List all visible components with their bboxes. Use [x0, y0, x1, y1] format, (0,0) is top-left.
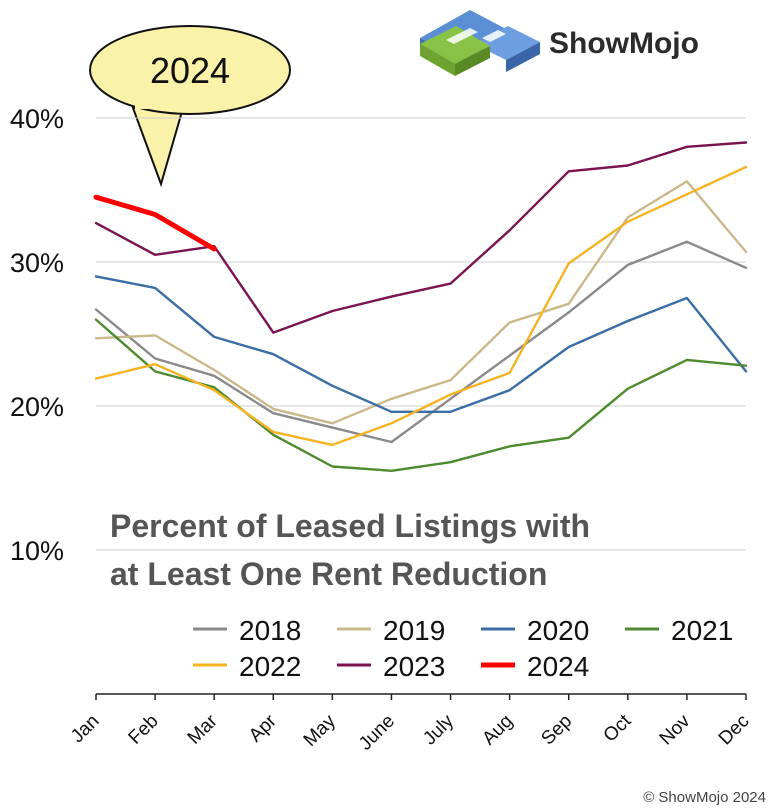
series-line-2024: [93, 194, 217, 252]
chart-title-line-2: at Least One Rent Reduction: [110, 556, 547, 592]
x-tick-label-feb: Feb: [125, 711, 163, 749]
x-tick-label-dec: Dec: [715, 711, 754, 750]
legend-label-2024: 2024: [527, 651, 589, 682]
legend-label-2018: 2018: [239, 615, 301, 646]
y-tick-label: 30%: [10, 248, 64, 278]
x-tick-label-mar: Mar: [184, 710, 222, 748]
callout-label: 2024: [150, 50, 230, 91]
y-tick-label: 20%: [10, 392, 64, 422]
y-tick-label: 40%: [10, 104, 64, 134]
callout-bubble: [89, 25, 291, 188]
series-line-2019: [94, 180, 748, 425]
y-tick-label: 10%: [10, 536, 64, 566]
legend-label-2023: 2023: [383, 651, 445, 682]
x-tick-label-may: May: [300, 710, 341, 751]
x-tick-label-june: June: [355, 711, 399, 755]
x-tick-label-july: July: [419, 710, 458, 749]
copyright-text: © ShowMojo 2024: [643, 789, 766, 806]
series-line-2023: [94, 141, 748, 334]
x-tick-label-aug: Aug: [478, 711, 517, 750]
legend-label-2022: 2022: [239, 651, 301, 682]
showmojo-logo-icon: [420, 10, 540, 76]
legend-label-2020: 2020: [527, 615, 589, 646]
series-line-2021: [94, 318, 748, 472]
legend-label-2019: 2019: [383, 615, 445, 646]
series-line-2018: [94, 240, 748, 444]
x-tick-label-apr: Apr: [245, 710, 281, 746]
x-tick-label-sep: Sep: [538, 711, 577, 750]
series-line-2020: [94, 275, 748, 413]
series-line-2022: [94, 165, 748, 447]
x-tick-label-jan: Jan: [67, 711, 104, 748]
x-tick-label-nov: Nov: [656, 710, 695, 749]
x-tick-label-oct: Oct: [600, 710, 636, 746]
chart-title-line-1: Percent of Leased Listings with: [110, 508, 590, 544]
brand-name: ShowMojo: [549, 27, 699, 60]
legend-label-2021: 2021: [671, 615, 733, 646]
